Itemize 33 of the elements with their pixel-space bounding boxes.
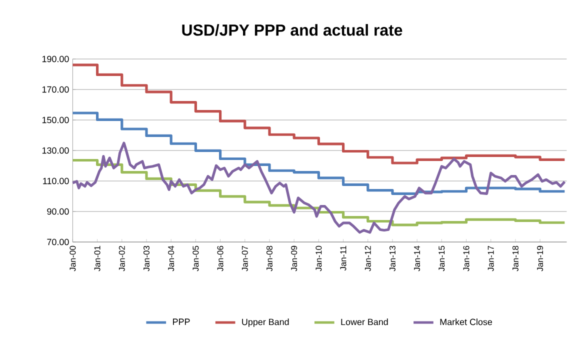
y-tick-label: 70.00 <box>47 238 69 246</box>
x-tick-label: Jan-05 <box>192 246 199 272</box>
y-tick-label: 150.00 <box>42 116 69 124</box>
x-tick-label: Jan-03 <box>144 246 150 272</box>
legend-label: Upper Band <box>242 318 289 327</box>
x-tick-label: Jan-06 <box>217 246 224 272</box>
x-tick-label: Jan-10 <box>316 246 322 272</box>
x-tick-label: Jan-07 <box>242 246 248 272</box>
chart-title: USD/JPY PPP and actual rate <box>182 24 402 36</box>
x-tick-label: Jan-08 <box>266 246 272 272</box>
x-tick-label: Jan-14 <box>414 246 420 272</box>
legend-label: Lower Band <box>341 318 388 326</box>
x-tick-label: Jan-19 <box>537 246 544 272</box>
x-tick-label: Jan-13 <box>389 246 396 272</box>
x-tick-label: Jan-02 <box>118 246 125 272</box>
line-series <box>71 142 566 234</box>
x-tick-label: Jan-15 <box>438 246 445 272</box>
x-tick-label: Jan-18 <box>512 246 518 272</box>
y-tick-label: 130.00 <box>42 147 69 154</box>
x-tick-label: Jan-04 <box>168 246 174 272</box>
x-tick-label: Jan-11 <box>340 246 346 271</box>
y-tick-label: 90.00 <box>47 208 69 215</box>
x-tick-label: Jan-09 <box>291 246 298 272</box>
x-tick-label: Jan-01 <box>94 246 100 272</box>
legend-label: Market Close <box>440 318 492 326</box>
x-tick-label: Jan-17 <box>488 246 494 272</box>
legend-label: PPP <box>173 318 190 325</box>
y-tick-label: 170.00 <box>42 86 69 93</box>
x-tick-label: Jan-12 <box>364 246 371 272</box>
x-tick-label: Jan-00 <box>70 246 76 272</box>
y-tick-label: 190.00 <box>42 56 69 62</box>
y-tick-label: 110.00 <box>43 178 69 184</box>
x-tick-label: Jan-16 <box>463 246 470 272</box>
